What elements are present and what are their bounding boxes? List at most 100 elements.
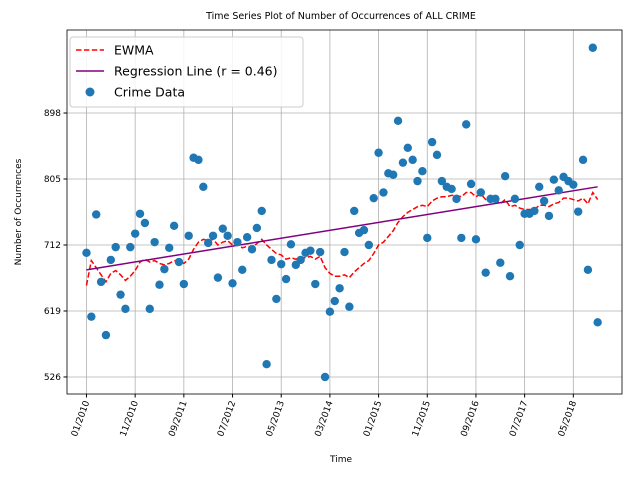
point xyxy=(223,231,232,240)
point xyxy=(335,284,344,293)
point xyxy=(242,232,252,242)
point xyxy=(393,116,403,126)
point xyxy=(496,258,505,267)
y-tick-label: 805 xyxy=(44,175,61,185)
legend-label: Regression Line (r = 0.46) xyxy=(114,64,278,79)
point xyxy=(174,257,184,267)
point xyxy=(179,279,189,289)
point xyxy=(462,120,471,129)
point xyxy=(544,211,554,221)
point xyxy=(374,148,383,157)
point xyxy=(539,196,549,206)
point xyxy=(121,304,130,314)
point xyxy=(418,167,427,176)
point xyxy=(583,265,593,275)
chart-title: Time Series Plot of Number of Occurrence… xyxy=(205,11,476,22)
y-axis-label: Number of Occurrences xyxy=(14,158,24,265)
point xyxy=(140,218,150,228)
point xyxy=(267,255,276,265)
point xyxy=(213,273,223,282)
point xyxy=(150,237,159,247)
point xyxy=(500,171,510,181)
point xyxy=(427,137,437,147)
point xyxy=(593,318,602,327)
point xyxy=(359,225,369,235)
point xyxy=(364,240,374,250)
point xyxy=(92,210,101,219)
point xyxy=(325,307,335,316)
point xyxy=(247,245,257,254)
legend: EWMA Regression Line (r = 0.46) Crime Data xyxy=(69,36,304,108)
point xyxy=(481,268,490,277)
point xyxy=(252,223,262,233)
point xyxy=(505,272,515,281)
point xyxy=(549,175,559,184)
point xyxy=(194,155,203,165)
point xyxy=(330,296,339,306)
point xyxy=(262,359,271,369)
legend-label: Crime Data xyxy=(114,85,185,100)
point xyxy=(369,193,378,203)
point xyxy=(296,255,305,265)
y-tick-label: 898 xyxy=(44,109,61,119)
legend-box xyxy=(69,36,304,108)
point xyxy=(476,188,486,197)
x-axis-label: Time xyxy=(329,455,352,465)
point xyxy=(573,207,583,216)
point xyxy=(437,176,447,186)
point xyxy=(530,206,539,216)
point xyxy=(413,176,422,186)
point xyxy=(218,224,227,233)
plot-frame xyxy=(66,29,623,395)
point xyxy=(306,246,315,255)
point xyxy=(184,231,193,240)
point xyxy=(111,242,120,252)
point xyxy=(169,221,179,231)
point xyxy=(311,279,320,289)
point xyxy=(233,237,242,247)
point xyxy=(554,186,563,195)
legend-marker xyxy=(85,87,95,97)
point xyxy=(82,248,91,257)
point xyxy=(388,170,398,179)
point xyxy=(155,280,164,289)
point xyxy=(408,155,417,165)
point xyxy=(447,184,456,194)
point xyxy=(106,255,116,265)
point xyxy=(272,294,281,304)
point xyxy=(569,180,578,189)
point xyxy=(320,372,330,382)
point xyxy=(203,238,213,248)
point xyxy=(228,279,237,288)
y-tick-label: 526 xyxy=(44,373,61,383)
point xyxy=(350,206,359,216)
point xyxy=(403,143,412,152)
point xyxy=(452,194,461,204)
point xyxy=(257,206,266,216)
point xyxy=(423,233,432,243)
point xyxy=(340,247,349,257)
point xyxy=(510,194,520,204)
point xyxy=(286,240,296,249)
point xyxy=(515,240,524,250)
point xyxy=(87,312,96,321)
point xyxy=(491,194,500,204)
y-tick-label: 712 xyxy=(44,241,61,251)
legend-label: EWMA xyxy=(114,43,154,58)
point xyxy=(101,330,111,340)
point xyxy=(315,247,325,257)
point xyxy=(208,231,218,240)
point xyxy=(145,304,154,314)
point xyxy=(578,155,588,165)
point xyxy=(281,274,291,284)
point xyxy=(96,277,106,287)
point xyxy=(588,43,597,52)
point xyxy=(466,179,476,189)
line xyxy=(85,190,599,286)
point xyxy=(432,150,442,160)
point xyxy=(160,264,169,274)
point xyxy=(471,235,481,244)
y-tick-label: 619 xyxy=(44,307,61,317)
